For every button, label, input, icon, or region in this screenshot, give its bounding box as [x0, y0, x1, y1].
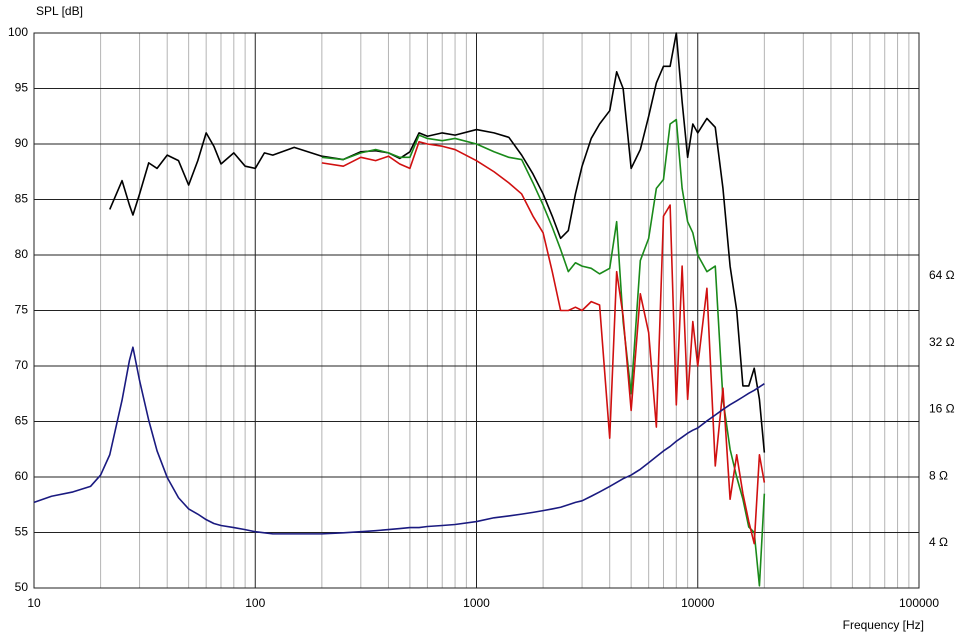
x-tick-label: 10	[27, 596, 41, 610]
y-tick-label: 70	[15, 358, 29, 372]
y-tick-label: 55	[15, 525, 29, 539]
y2-tick-label: 64 Ω	[929, 268, 955, 282]
y-tick-label: 50	[15, 580, 29, 594]
y-tick-label: 90	[15, 136, 29, 150]
plot-frame	[33, 32, 920, 589]
y2-tick-label: 4 Ω	[929, 535, 948, 549]
x-tick-label: 10000	[681, 596, 715, 610]
y-tick-label: 65	[15, 414, 29, 428]
series-line	[321, 118, 766, 587]
y-tick-label: 100	[8, 25, 28, 39]
y2-tick-label: 32 Ω	[929, 335, 955, 349]
series-line	[33, 346, 765, 535]
y2-tick-label: 16 Ω	[929, 402, 955, 416]
y2-tick-label: 8 Ω	[929, 468, 948, 482]
y-tick-label: 75	[15, 303, 29, 317]
y-tick-label: 80	[15, 247, 29, 261]
x-tick-label: 1000	[463, 596, 490, 610]
series-line	[109, 32, 766, 453]
y-tick-label: 95	[15, 81, 29, 95]
x-tick-label: 100	[245, 596, 265, 610]
series-line	[321, 140, 766, 545]
x-tick-label: 100000	[899, 596, 939, 610]
y-axis-label: SPL [dB]	[36, 4, 83, 18]
y-tick-label: 85	[15, 192, 29, 206]
x-axis-label: Frequency [Hz]	[843, 618, 924, 632]
y-tick-label: 60	[15, 469, 29, 483]
